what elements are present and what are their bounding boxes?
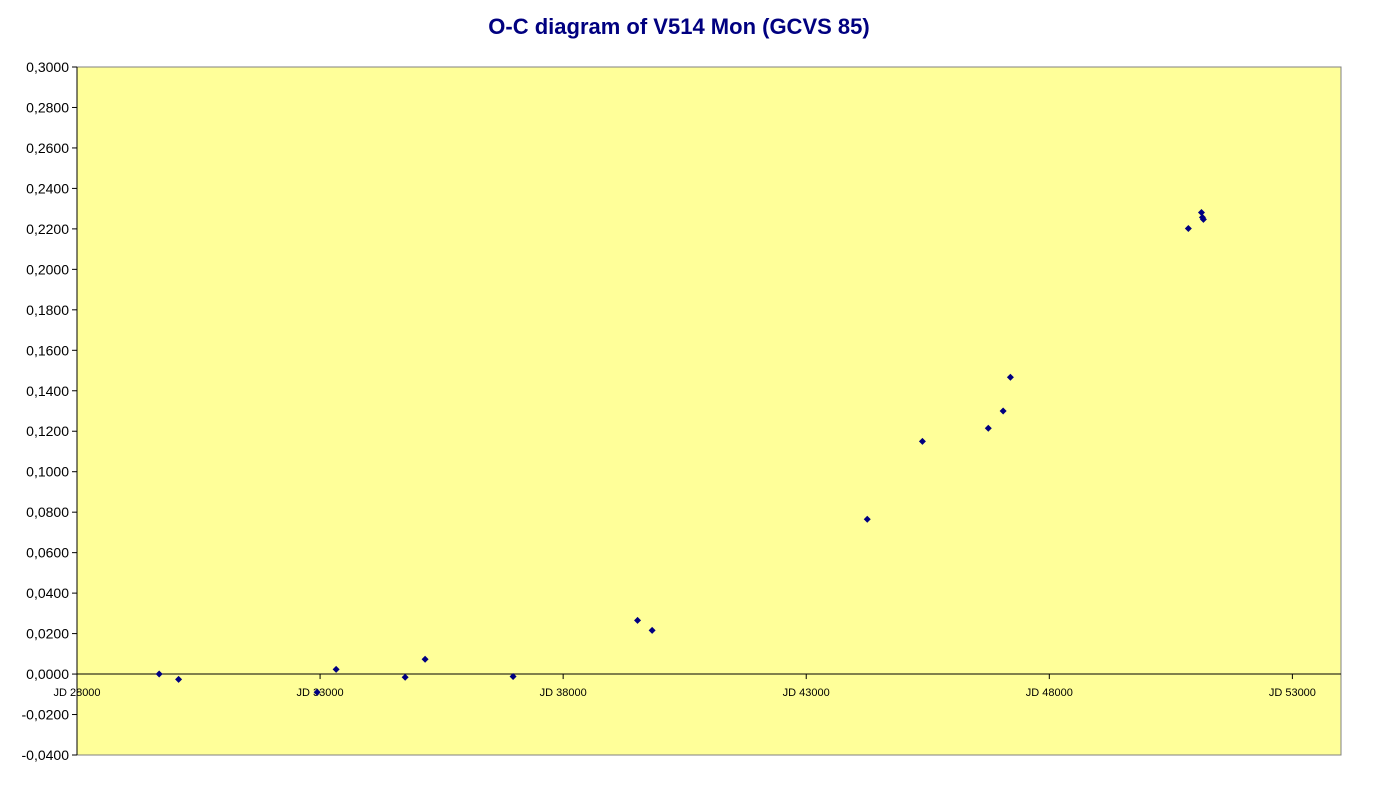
data-point [155, 670, 163, 678]
y-tick-label: 0,1400 [26, 383, 69, 399]
y-tick-label: 0,0800 [26, 504, 69, 520]
y-tick-label: -0,0400 [22, 747, 70, 763]
y-tick-label: 0,2200 [26, 221, 69, 237]
y-tick-label: 0,1000 [26, 464, 69, 480]
data-point [313, 688, 321, 696]
y-tick-label: 0,0000 [26, 666, 69, 682]
data-point [332, 665, 340, 673]
x-tick-label: JD 43000 [783, 687, 830, 699]
data-point [984, 424, 992, 432]
y-tick-label: -0,0200 [22, 707, 70, 723]
x-tick-label: JD 38000 [540, 687, 587, 699]
y-tick-label: 0,2800 [26, 99, 69, 115]
x-tick-label: JD 33000 [297, 687, 344, 699]
y-tick-label: 0,3000 [26, 59, 69, 75]
data-point [1006, 373, 1014, 381]
y-tick-label: 0,1600 [26, 342, 69, 358]
data-point [863, 515, 871, 523]
y-tick-label: 0,0400 [26, 585, 69, 601]
data-point [1197, 208, 1205, 216]
data-point [999, 407, 1007, 415]
x-tick-label: JD 53000 [1269, 687, 1316, 699]
y-tick-label: 0,2600 [26, 140, 69, 156]
x-tick-label: JD 48000 [1026, 687, 1073, 699]
data-point [1199, 215, 1207, 223]
data-point [648, 626, 656, 634]
y-tick-label: 0,2000 [26, 261, 69, 277]
data-point [918, 437, 926, 445]
data-point [509, 672, 517, 680]
data-point [421, 655, 429, 663]
chart-title: O-C diagram of V514 Mon (GCVS 85) [488, 14, 870, 39]
plot-area [76, 66, 1342, 756]
data-point [401, 673, 409, 681]
y-tick-label: 0,0600 [26, 545, 69, 561]
x-tick-label: JD 28000 [53, 687, 100, 699]
y-tick-label: 0,0200 [26, 626, 69, 642]
data-point [175, 675, 183, 683]
y-tick-label: 0,1200 [26, 423, 69, 439]
y-tick-label: 0,2400 [26, 180, 69, 196]
data-point [634, 616, 642, 624]
y-tick-label: 0,1800 [26, 302, 69, 318]
data-point [1184, 224, 1192, 232]
